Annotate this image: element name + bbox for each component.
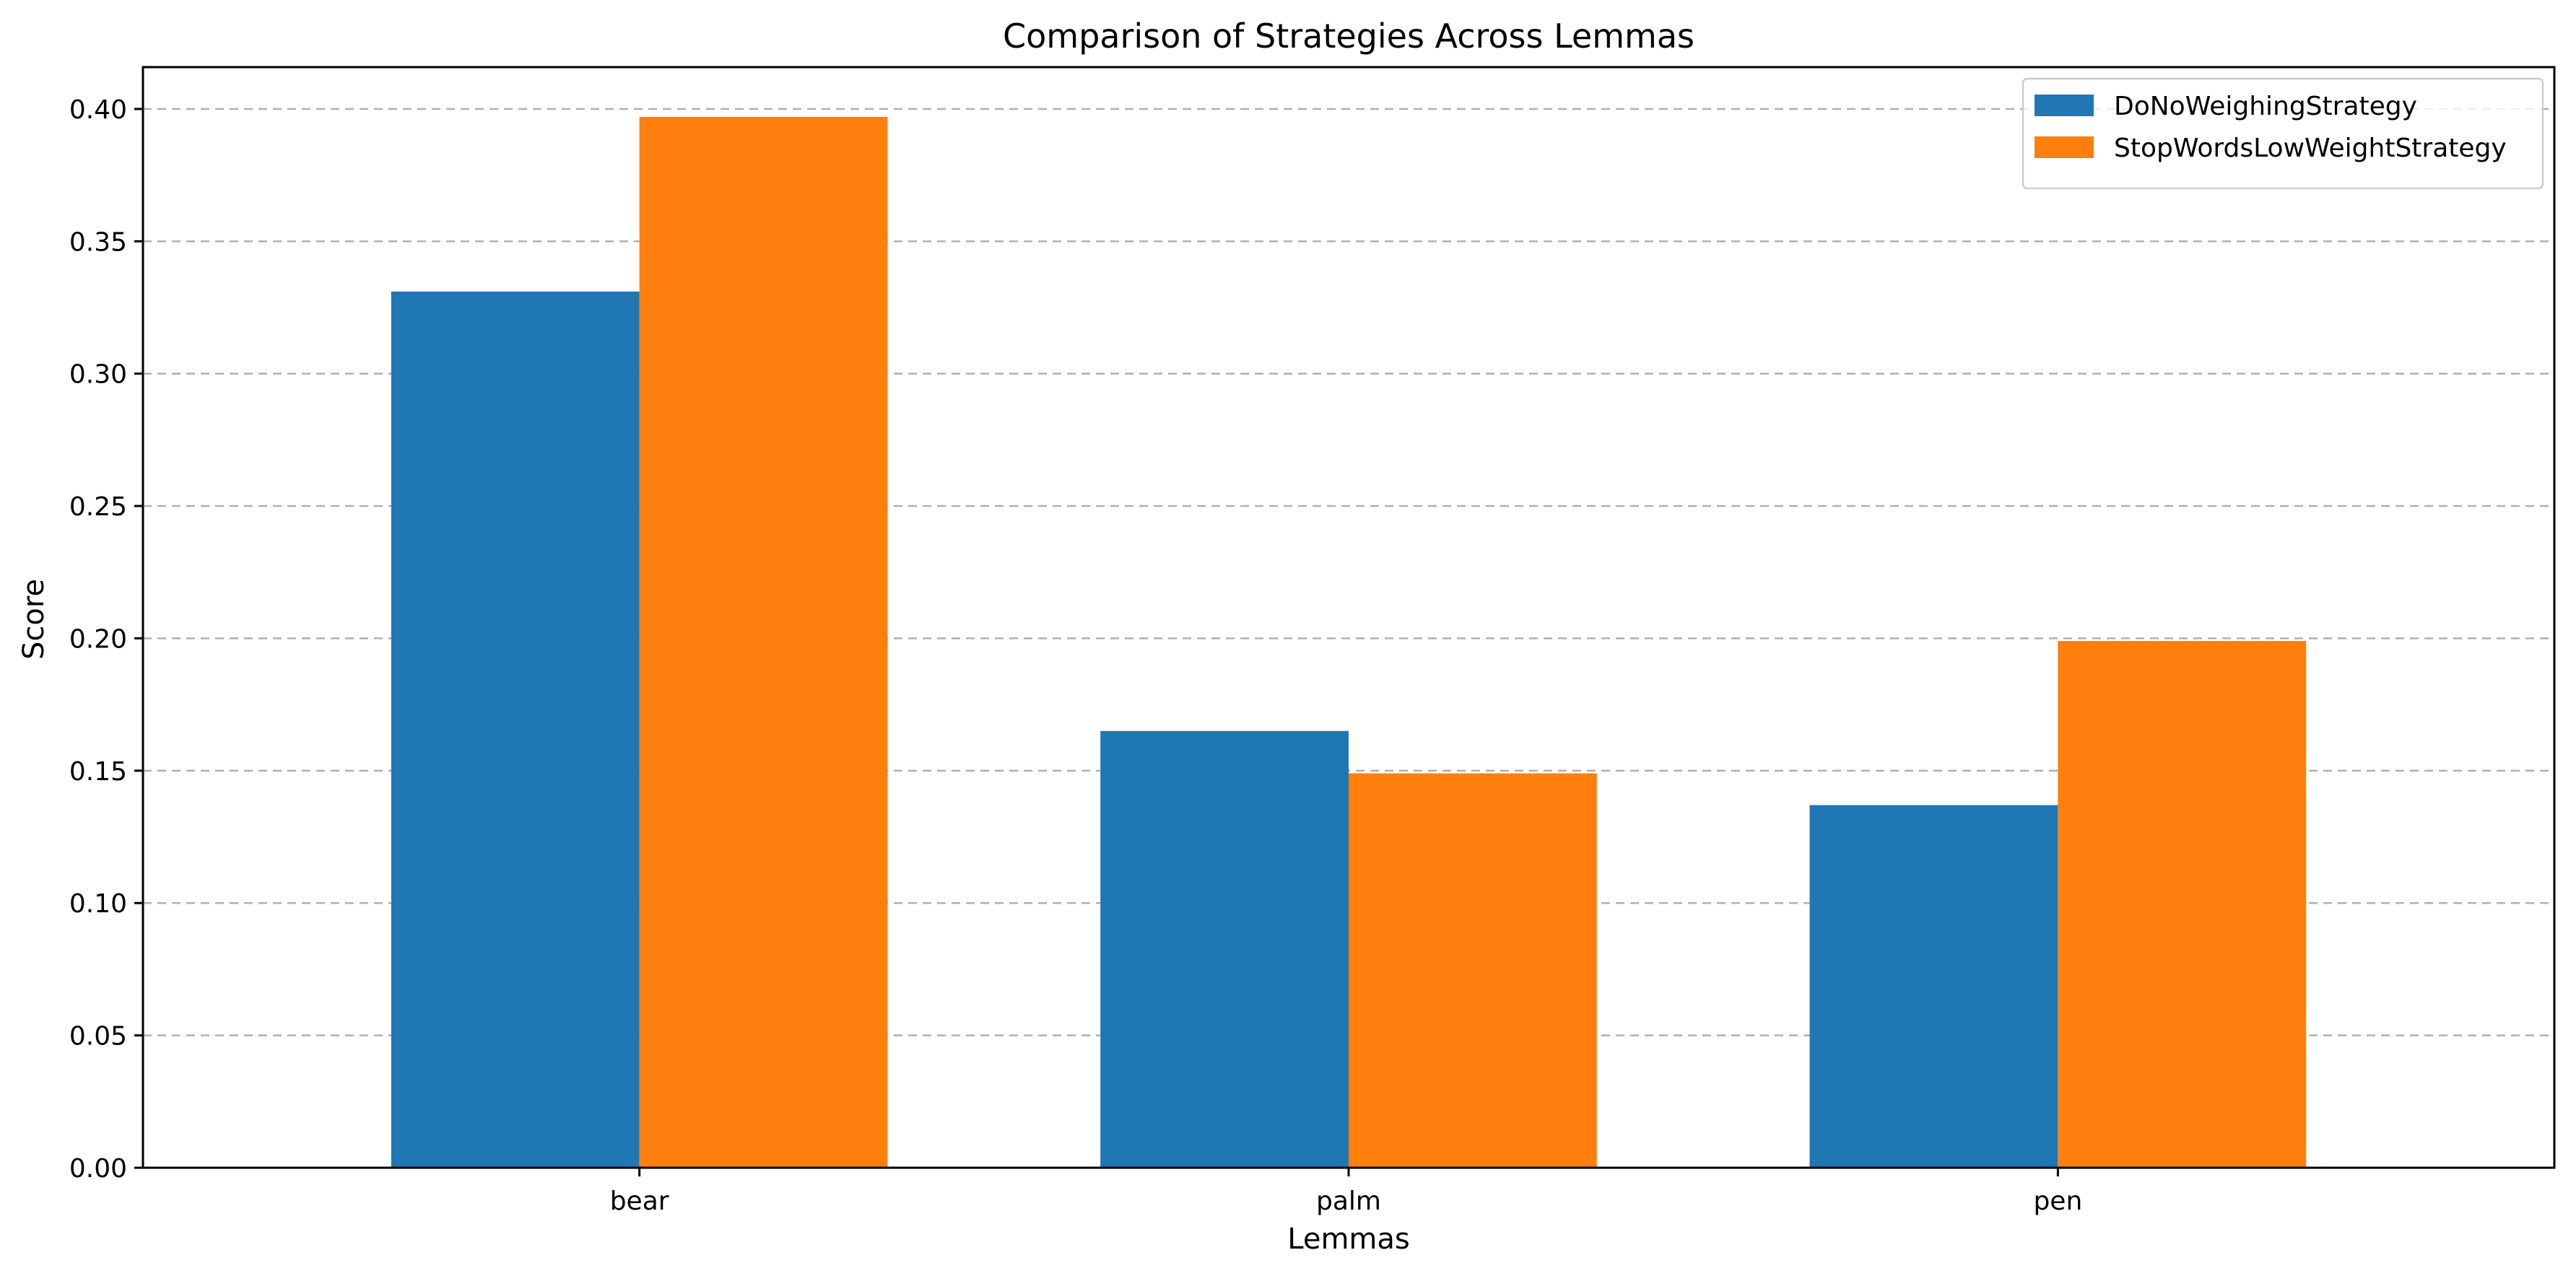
plot-frame xyxy=(142,66,2556,1169)
axes xyxy=(134,66,2556,1176)
bar-palm-DoNoWeighingStrategy xyxy=(1100,730,1349,1168)
y-tick-label: 0.40 xyxy=(69,95,127,125)
bar-palm-StopWordsLowWeightStrategy xyxy=(1349,773,1597,1168)
y-tick-label: 0.20 xyxy=(69,624,127,654)
y-tick-label: 0.15 xyxy=(69,757,127,787)
bar-bear-StopWordsLowWeightStrategy xyxy=(639,116,888,1168)
bar-pen-DoNoWeighingStrategy xyxy=(1809,805,2058,1168)
bar-pen-StopWordsLowWeightStrategy xyxy=(2058,641,2307,1168)
legend-frame xyxy=(2022,77,2544,190)
y-axis-label: Score xyxy=(17,579,51,660)
y-tick-label: 0.25 xyxy=(69,492,127,522)
x-tick-label: palm xyxy=(1316,1187,1381,1216)
x-tick-label: pen xyxy=(2033,1187,2082,1216)
legend-swatch xyxy=(2035,95,2094,116)
bar-bear-DoNoWeighingStrategy xyxy=(391,292,640,1168)
y-tick-label: 0.35 xyxy=(69,227,127,257)
y-tick-label: 0.05 xyxy=(69,1022,127,1052)
legend-label: StopWordsLowWeightStrategy xyxy=(2114,134,2507,163)
tick-labels: 0.00 0.05 0.10 0.15 0.20 0.25 0.30 0.35 0.40 bear… xyxy=(69,95,2082,1216)
y-tick-label: 0.30 xyxy=(69,360,127,390)
legend-label: DoNoWeighingStrategy xyxy=(2114,92,2417,121)
y-tick-label: 0.10 xyxy=(69,889,127,919)
chart-title: Comparison of Strategies Across Lemmas xyxy=(1003,17,1694,56)
x-axis-label: Lemmas xyxy=(1287,1223,1409,1256)
legend: DoNoWeighingStrategy StopWordsLowWeightSt… xyxy=(2022,77,2544,190)
legend-swatch xyxy=(2035,136,2094,158)
x-tick-label: bear xyxy=(610,1187,669,1216)
y-tick-label: 0.00 xyxy=(69,1154,127,1184)
bars xyxy=(391,116,2307,1168)
